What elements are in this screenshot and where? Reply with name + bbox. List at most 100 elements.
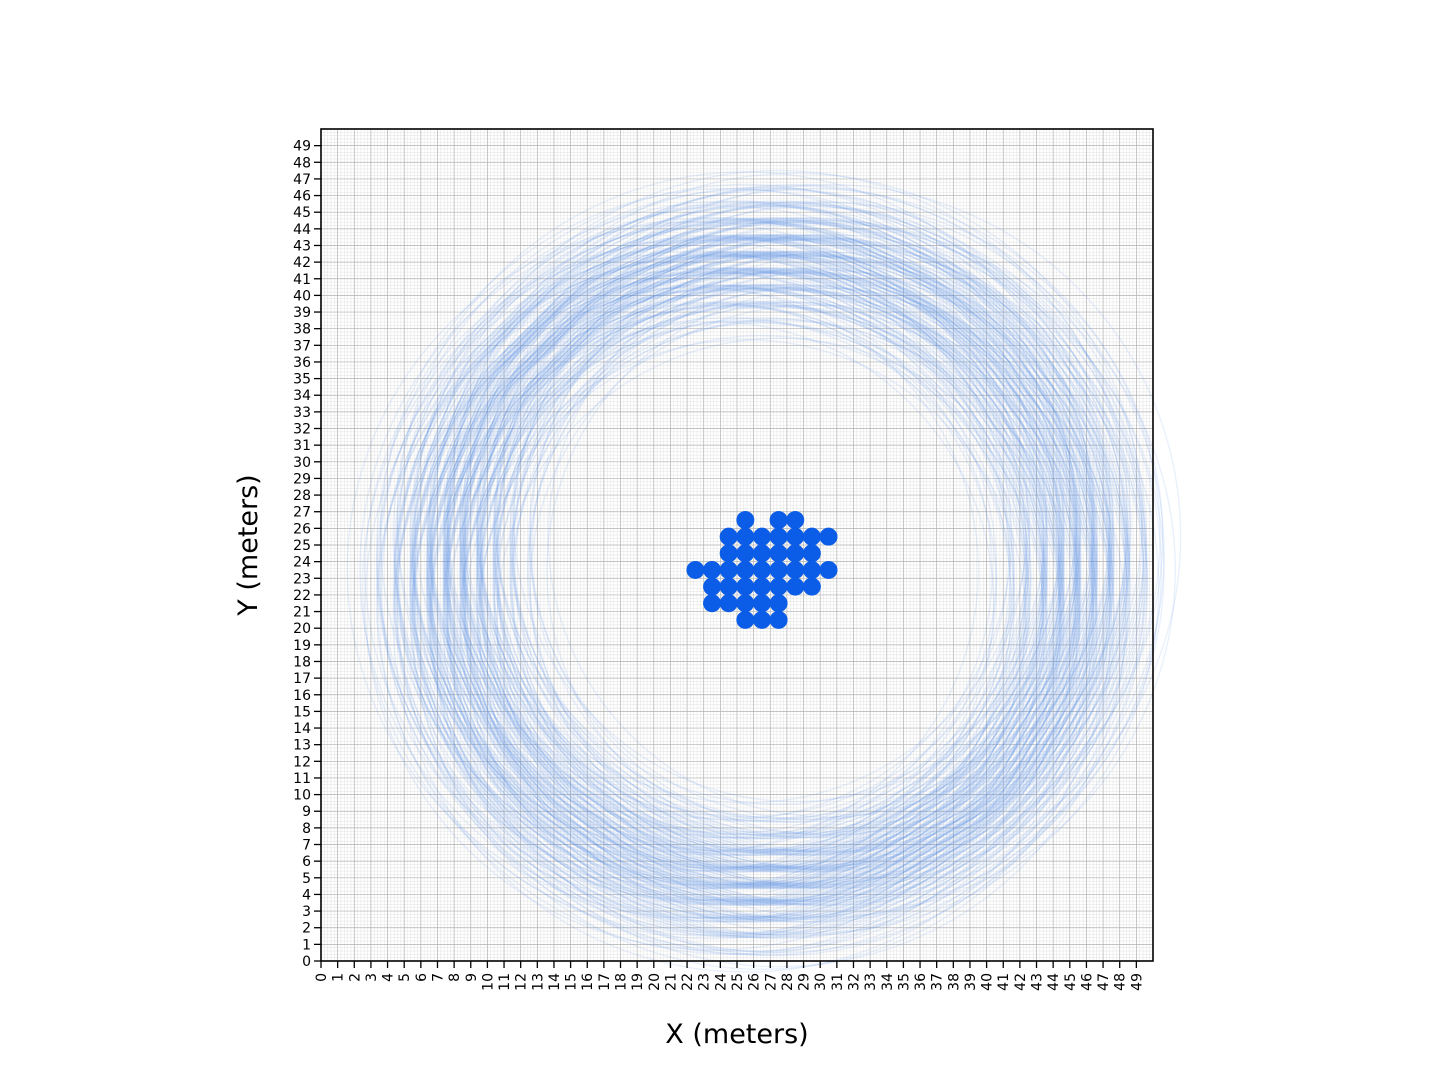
range-ring xyxy=(460,301,1097,939)
y-tick-label: 37 xyxy=(293,338,311,354)
range-ring xyxy=(431,289,993,851)
x-tick-label: 46 xyxy=(1079,973,1095,991)
range-ring xyxy=(447,222,1077,851)
range-ring xyxy=(428,169,1129,871)
x-tick-label: 47 xyxy=(1096,973,1112,991)
data-point xyxy=(719,577,738,596)
data-point xyxy=(802,560,821,579)
x-tick-label: 22 xyxy=(680,973,696,991)
range-ring xyxy=(461,253,1063,854)
y-tick-label: 14 xyxy=(293,721,311,737)
data-point xyxy=(736,511,755,530)
range-ring xyxy=(442,283,1115,957)
y-tick-label: 0 xyxy=(302,954,311,970)
range-ring xyxy=(427,301,997,872)
range-ring xyxy=(479,237,1145,903)
range-ring xyxy=(410,218,1114,922)
y-tick-label: 32 xyxy=(293,422,311,438)
range-ring xyxy=(461,219,1163,921)
range-ring xyxy=(429,221,1128,919)
y-tick-label: 16 xyxy=(293,688,311,704)
range-ring xyxy=(477,218,1147,889)
y-tick-label: 26 xyxy=(293,521,311,537)
range-ring xyxy=(393,218,1064,889)
x-tick-label: 15 xyxy=(564,973,580,991)
x-tick-label: 18 xyxy=(614,973,630,991)
range-ring xyxy=(379,254,1045,919)
range-ring xyxy=(478,303,1046,871)
range-ring xyxy=(442,200,1115,873)
y-tick-label: 30 xyxy=(293,455,311,471)
range-ring xyxy=(395,269,1063,937)
range-ring xyxy=(447,305,1077,935)
y-tick-label: 38 xyxy=(293,322,311,338)
x-axis-label: X (meters) xyxy=(665,1019,808,1050)
range-ring xyxy=(443,235,1081,872)
range-ring xyxy=(395,203,1096,904)
range-ring xyxy=(461,203,1129,871)
x-tick-label: 32 xyxy=(846,973,862,991)
range-ring xyxy=(392,267,1099,973)
range-ring xyxy=(463,287,1028,853)
x-tick-label: 13 xyxy=(530,973,546,991)
range-ring xyxy=(443,185,1147,889)
range-ring xyxy=(481,222,1176,918)
range-ring xyxy=(393,235,1097,939)
range-ring xyxy=(428,219,1063,854)
x-tick-label: 3 xyxy=(364,973,380,982)
x-tick-label: 33 xyxy=(863,973,879,991)
data-point xyxy=(786,527,805,546)
x-tick-label: 39 xyxy=(963,973,979,991)
range-ring xyxy=(413,237,1111,936)
range-ring xyxy=(512,237,1078,803)
data-point xyxy=(819,527,838,546)
x-tick-label: 40 xyxy=(980,973,996,991)
range-ring xyxy=(431,239,1060,868)
range-ring xyxy=(445,236,1146,937)
range-ring xyxy=(393,268,997,872)
range-ring xyxy=(460,235,1131,905)
range-ring xyxy=(475,300,1082,907)
range-ring xyxy=(477,334,1047,905)
y-tick-label: 35 xyxy=(293,372,311,388)
data-point xyxy=(752,560,771,579)
range-ring xyxy=(464,205,1093,835)
major-grid xyxy=(321,129,1153,961)
x-tick-label: 30 xyxy=(813,973,829,991)
range-ring xyxy=(392,183,1099,890)
range-ring xyxy=(460,268,1031,839)
x-tick-label: 44 xyxy=(1046,973,1062,991)
y-tick-label: 17 xyxy=(293,671,311,687)
range-ring xyxy=(495,219,1096,821)
range-ring xyxy=(431,255,1093,918)
x-tick-label: 9 xyxy=(464,973,480,982)
range-ring xyxy=(461,236,1029,804)
x-tick-label: 23 xyxy=(697,973,713,991)
data-point xyxy=(769,577,788,596)
range-ring xyxy=(478,253,1113,887)
range-ring xyxy=(493,318,1064,889)
range-ring xyxy=(414,189,1077,851)
range-ring xyxy=(496,337,1061,903)
data-point xyxy=(786,577,805,596)
range-ring xyxy=(481,322,1043,885)
range-ring xyxy=(463,187,1161,886)
range-ring xyxy=(463,237,1095,869)
range-ring xyxy=(445,219,1113,887)
range-ring xyxy=(447,239,1110,901)
range-ring xyxy=(460,218,1097,855)
data-point xyxy=(786,511,805,530)
range-ring xyxy=(459,250,1099,890)
data-point xyxy=(703,560,722,579)
y-tick-label: 1 xyxy=(302,937,311,953)
range-ring xyxy=(443,218,1047,822)
data-point xyxy=(686,560,705,579)
range-ring xyxy=(514,289,1077,851)
range-ring xyxy=(378,219,1079,921)
y-tick-label: 42 xyxy=(293,255,311,271)
range-ring xyxy=(492,217,1132,857)
range-ring xyxy=(411,286,979,854)
y-tick-label: 12 xyxy=(293,754,311,770)
range-ring xyxy=(459,233,1065,840)
range-ring xyxy=(479,271,1045,836)
